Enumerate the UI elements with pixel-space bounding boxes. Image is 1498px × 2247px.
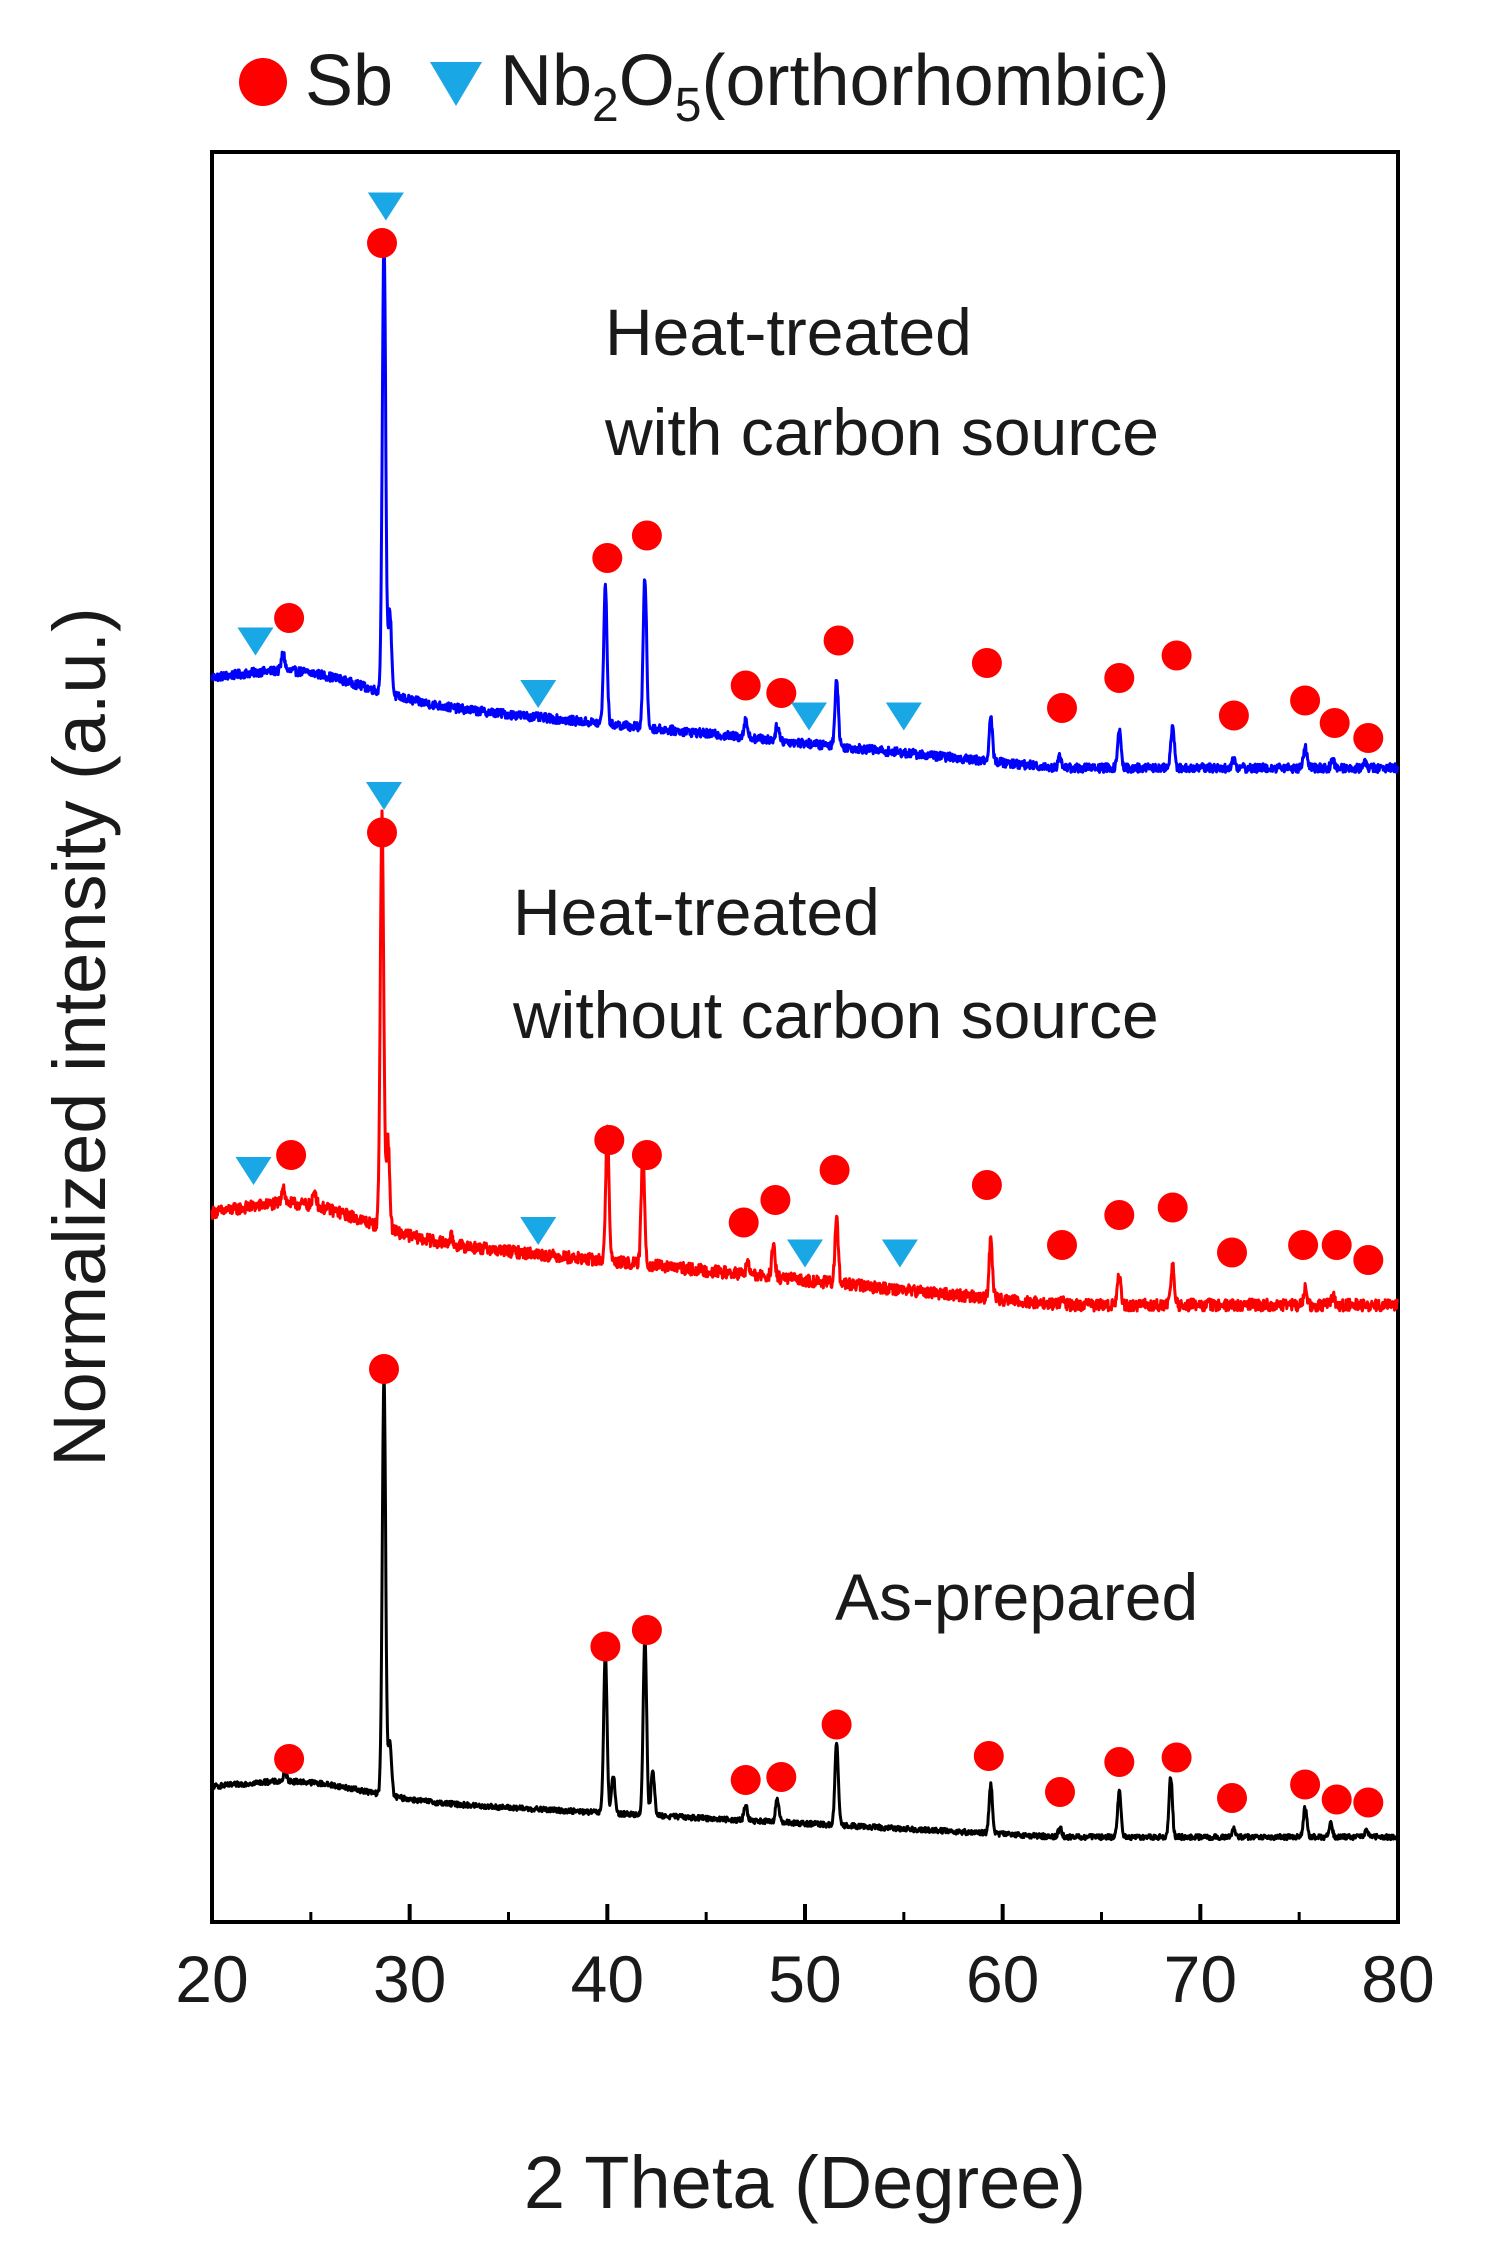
sb-marker xyxy=(973,1741,1004,1771)
x-axis-ticks: 20 30 40 50 60 70 80 xyxy=(175,1904,1435,2016)
y-axis-title: Normalized intensity (a.u.) xyxy=(38,607,121,1467)
sb-marker xyxy=(1217,1783,1247,1813)
sb-marker xyxy=(1161,1742,1192,1773)
x-tick-label: 30 xyxy=(373,1942,446,2016)
nb2o5-marker xyxy=(235,1157,272,1185)
sb-marker xyxy=(819,1155,850,1185)
sb-marker xyxy=(1157,1192,1188,1223)
sb-marker xyxy=(274,603,305,633)
marker-layer xyxy=(235,192,1384,1818)
sb-marker xyxy=(369,1354,399,1384)
x-tick-label: 70 xyxy=(1164,1942,1237,2016)
sb-marker xyxy=(631,1615,662,1645)
sb-marker xyxy=(821,1709,852,1740)
sb-marker xyxy=(631,520,662,551)
sb-marker xyxy=(1353,723,1384,753)
sb-marker xyxy=(1161,640,1192,671)
nb2o5-marker xyxy=(520,1217,557,1245)
x-axis-title: 2 Theta (Degree) xyxy=(524,2141,1086,2224)
sb-marker xyxy=(631,1140,662,1170)
sb-marker xyxy=(730,1765,761,1795)
sb-marker xyxy=(1047,693,1077,723)
sb-marker xyxy=(766,678,797,708)
sb-marker xyxy=(766,1762,797,1792)
series-layer xyxy=(210,229,1400,1842)
sb-marker xyxy=(728,1207,759,1238)
legend: Sb Nb2O5(orthorhombic) xyxy=(239,41,1170,132)
series-line-heat-treated-with-carbon-source xyxy=(210,229,1400,774)
legend-nb2o5-label-main: Nb xyxy=(500,41,592,121)
sb-marker xyxy=(971,1170,1002,1200)
sb-marker xyxy=(1353,1787,1384,1818)
legend-nb2o5-label-tail: (orthorhombic) xyxy=(701,41,1169,121)
legend-nb2o5-label: Nb2O5(orthorhombic) xyxy=(500,41,1170,132)
x-tick-label: 80 xyxy=(1361,1942,1434,2016)
sb-marker xyxy=(1290,1769,1321,1800)
legend-nb2o5-label-mid: O xyxy=(619,41,675,121)
nb2o5-marker xyxy=(520,680,557,708)
nb2o5-marker xyxy=(885,702,922,731)
legend-nb2o5-marker xyxy=(430,62,482,106)
sb-marker xyxy=(594,1125,625,1155)
sb-marker xyxy=(823,625,854,656)
nb2o5-marker xyxy=(367,192,404,221)
sb-marker xyxy=(760,1185,791,1215)
sb-marker xyxy=(730,670,761,701)
nb2o5-marker xyxy=(787,1239,823,1268)
nb2o5-marker xyxy=(791,702,827,731)
x-tick-label: 40 xyxy=(571,1942,644,2016)
sb-marker xyxy=(367,817,397,848)
legend-nb2o5-sub2: 5 xyxy=(675,79,702,132)
legend-sb-marker xyxy=(239,58,287,106)
series-label-blue-line2: with carbon source xyxy=(604,395,1159,469)
series-label-black: As-prepared xyxy=(835,1560,1198,1634)
sb-marker xyxy=(592,543,623,573)
sb-marker xyxy=(276,1140,307,1170)
sb-marker xyxy=(1217,1237,1247,1268)
sb-marker xyxy=(1218,700,1249,731)
x-tick-label: 50 xyxy=(768,1942,841,2016)
nb2o5-marker xyxy=(881,1239,918,1268)
sb-marker xyxy=(1104,1200,1135,1230)
x-tick-label: 60 xyxy=(966,1942,1039,2016)
sb-marker xyxy=(367,228,397,258)
sb-marker xyxy=(1290,685,1321,716)
sb-marker xyxy=(971,648,1002,678)
legend-nb2o5-sub1: 2 xyxy=(592,79,619,132)
legend-sb-label: Sb xyxy=(305,41,393,121)
nb2o5-marker xyxy=(237,627,274,656)
sb-marker xyxy=(1353,1245,1384,1275)
series-label-red-line1: Heat-treated xyxy=(513,875,880,949)
sb-marker xyxy=(1104,663,1135,693)
series-label-red-line2: without carbon source xyxy=(512,978,1159,1052)
sb-marker xyxy=(1104,1747,1135,1777)
sb-marker xyxy=(1321,1230,1352,1260)
series-label-blue-line1: Heat-treated xyxy=(605,295,972,369)
sb-marker xyxy=(590,1631,621,1662)
sb-marker xyxy=(274,1744,305,1774)
sb-marker xyxy=(1321,1784,1352,1815)
sb-marker xyxy=(1045,1777,1075,1807)
series-line-as-prepared xyxy=(211,1371,1400,1842)
series-line-heat-treated-without-carbon-source xyxy=(210,809,1399,1313)
sb-marker xyxy=(1288,1230,1319,1260)
sb-marker xyxy=(1319,708,1350,738)
nb2o5-marker xyxy=(366,782,402,810)
sb-marker xyxy=(1047,1230,1077,1260)
x-tick-label: 20 xyxy=(175,1942,248,2016)
